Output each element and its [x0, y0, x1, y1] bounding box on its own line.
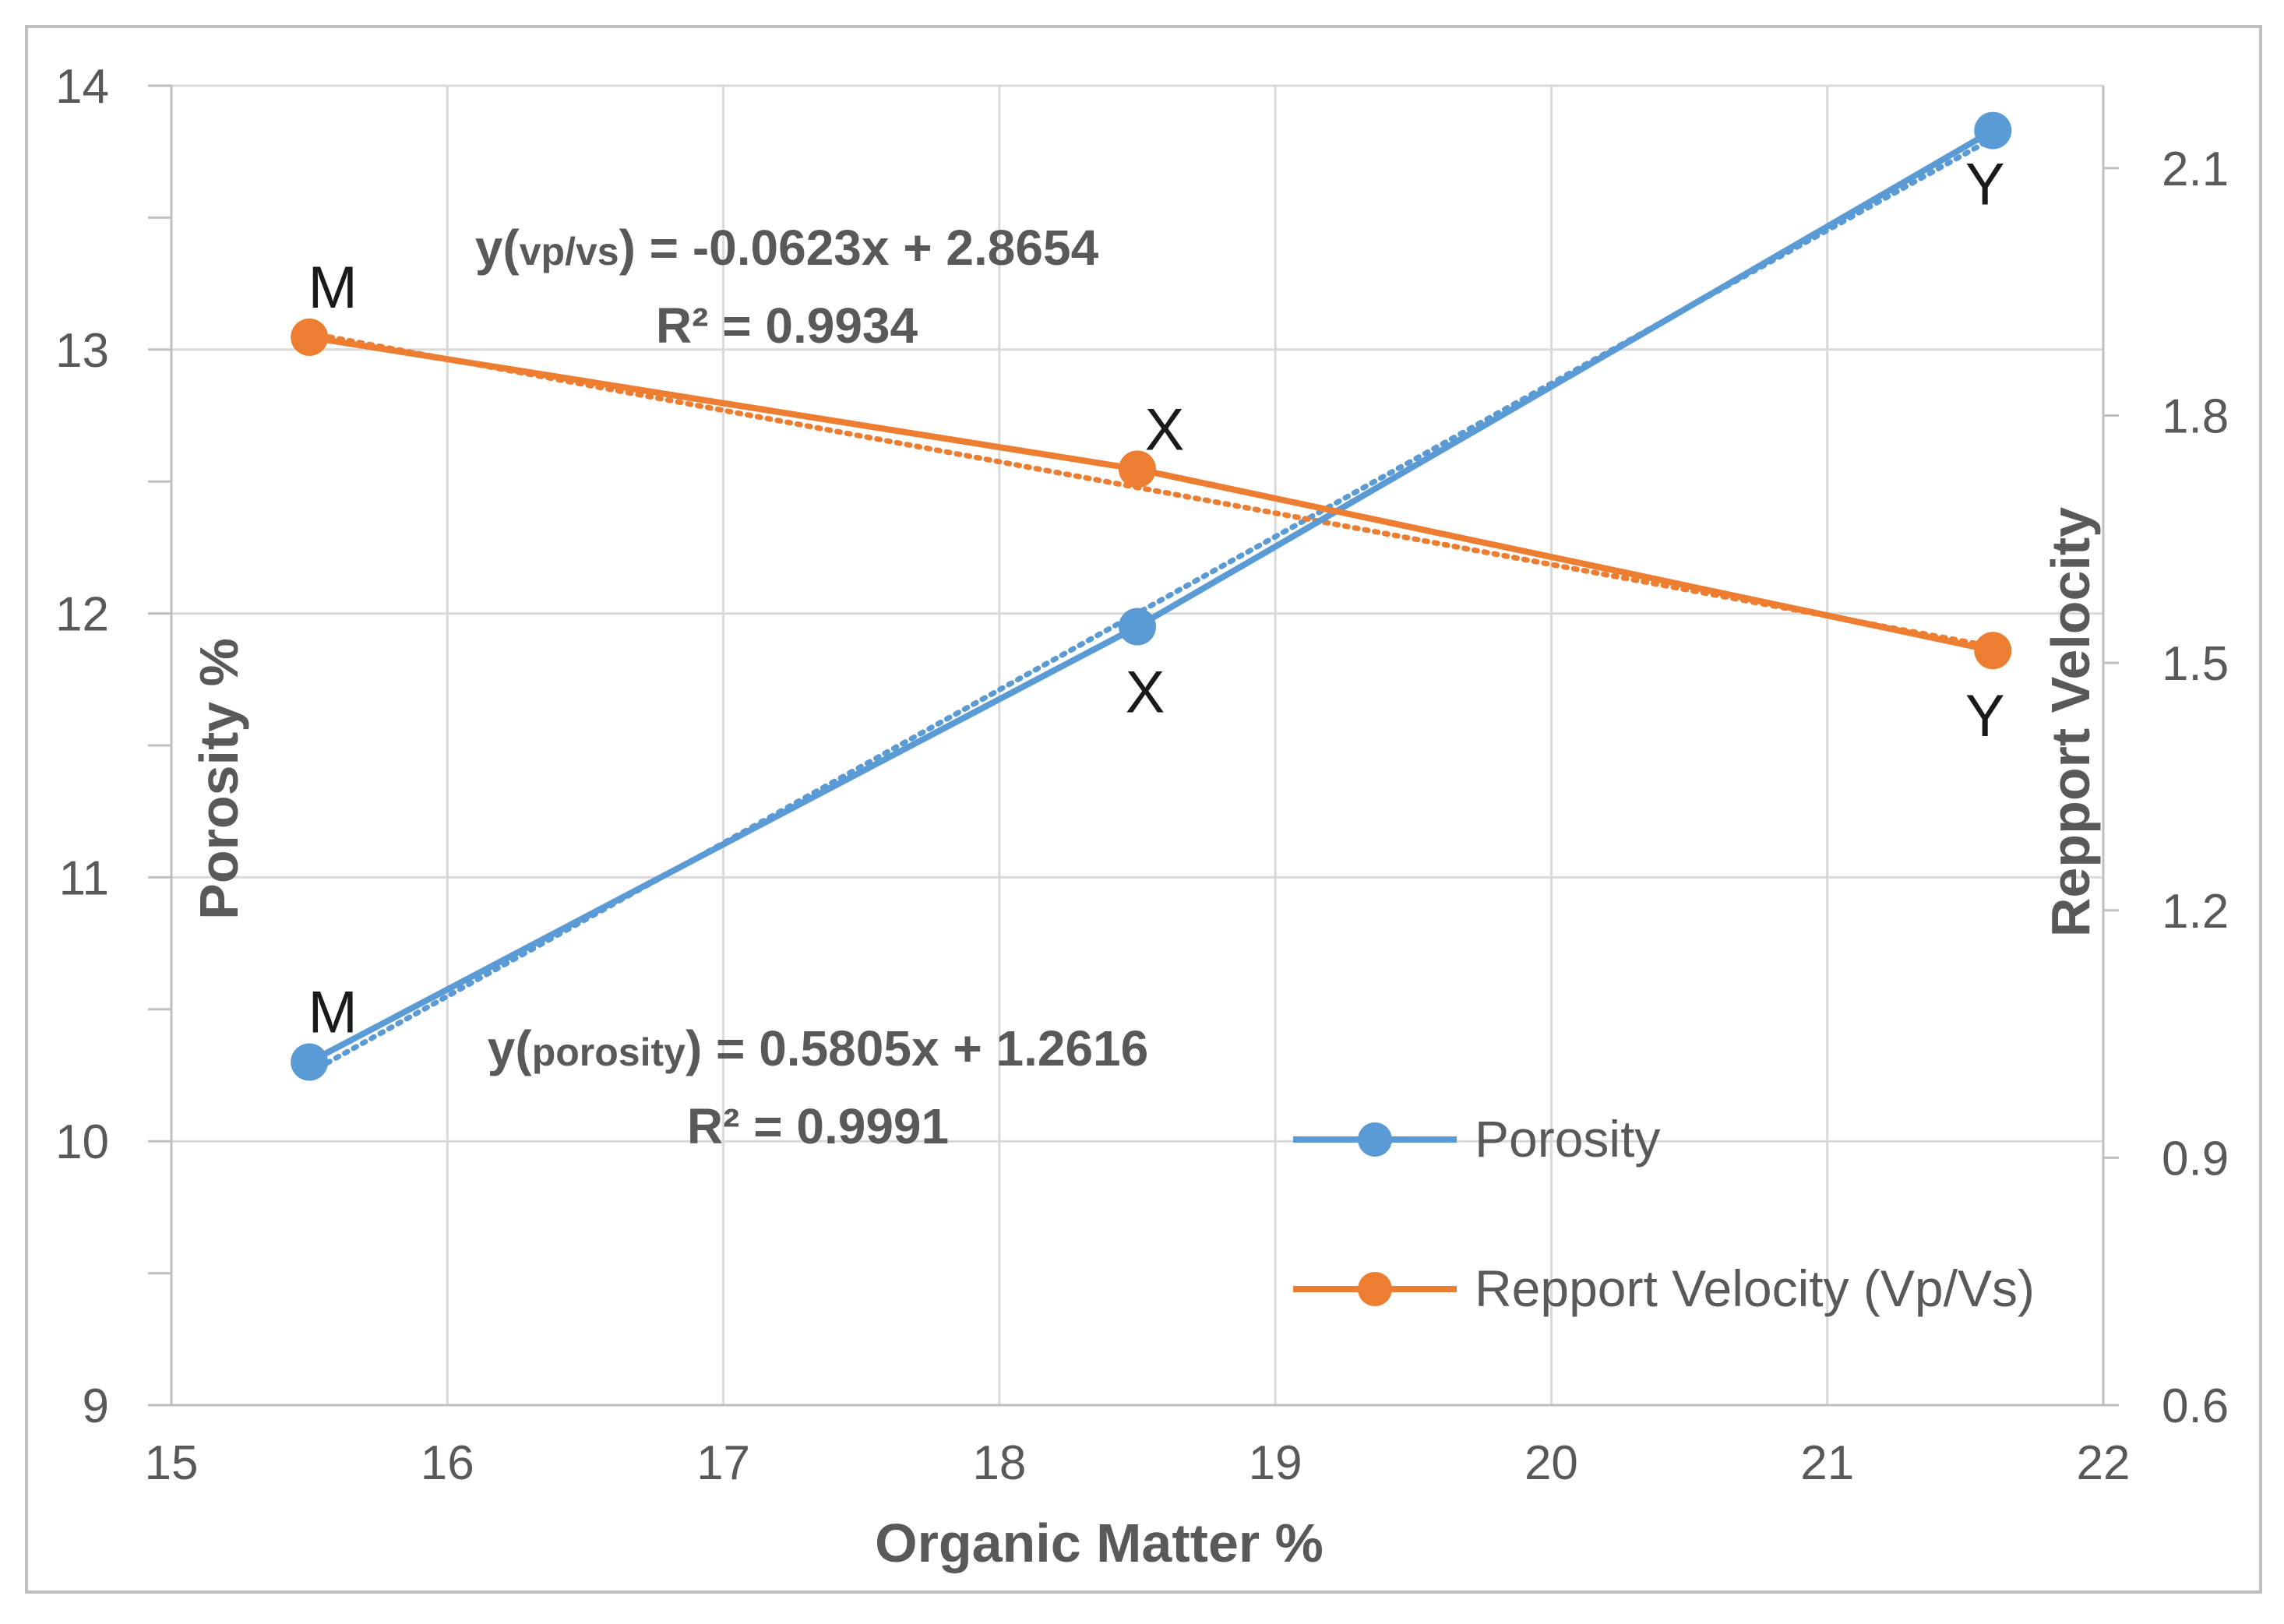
series: [291, 111, 2012, 1081]
legend-marker-vpvs: [1358, 1272, 1392, 1306]
x-axis-title: Organic Matter %: [875, 1513, 1324, 1573]
x-tick-label: 18: [972, 1436, 1026, 1490]
y-tick-label: 13: [55, 324, 109, 378]
legend-marker-porosity: [1358, 1122, 1392, 1157]
data-point-porosity: [1974, 111, 2012, 150]
y2-axis-title: Repport Velocity: [2040, 507, 2101, 937]
equation-porosity-sub: porosity: [532, 1030, 686, 1074]
axes: 15 16 17 18 19 20 21 22 9 10 11 12 13 14 0.6 0.9 1.2 1.5 1…: [55, 60, 2229, 1490]
x-tick-label: 21: [1800, 1436, 1854, 1490]
r2-porosity: R² = 0.9991: [687, 1098, 949, 1154]
x-tick-label: 20: [1524, 1436, 1578, 1490]
y2-tick-label: 2.1: [2162, 143, 2229, 196]
data-point-vpvs: [1119, 450, 1156, 488]
gridlines: [170, 84, 2105, 1407]
data-point-vpvs: [291, 318, 329, 356]
point-label-vpvs: X: [1145, 396, 1185, 463]
x-tick-label: 16: [421, 1436, 474, 1490]
point-label-vpvs: Y: [1965, 683, 2005, 749]
data-point-porosity: [1119, 608, 1156, 646]
equation-vpvs-sub: vp/vs: [520, 230, 619, 273]
chart-border: [25, 25, 2262, 1594]
y2-tick-label: 1.5: [2162, 637, 2229, 691]
point-label-porosity: M: [308, 980, 357, 1046]
legend-item-porosity: Porosity: [1293, 1110, 1660, 1168]
x-tick-label: 22: [2077, 1436, 2131, 1490]
y-tick-label: 9: [83, 1379, 109, 1433]
equation-vpvs-prefix: y(: [475, 220, 520, 276]
y-tick-label: 11: [59, 851, 109, 905]
point-label-vpvs: M: [308, 255, 357, 321]
y2-tick-label: 0.9: [2162, 1132, 2229, 1185]
point-label-porosity: X: [1126, 660, 1165, 726]
r2-vpvs: R² = 0.9934: [656, 298, 918, 354]
point-label-porosity: Y: [1965, 152, 2005, 218]
equation-porosity: y(porosity) = 0.5805x + 1.2616: [488, 1020, 1148, 1076]
y-tick-label: 10: [55, 1115, 109, 1169]
equation-porosity-prefix: y(: [488, 1020, 533, 1076]
data-point-vpvs: [1974, 632, 2012, 670]
y-axis-title: Porosity %: [189, 638, 249, 920]
x-tick-label: 17: [696, 1436, 750, 1490]
legend-label-porosity: Porosity: [1475, 1110, 1660, 1168]
y-tick-label: 14: [55, 60, 109, 114]
legend-label-vpvs: Repport Velocity (Vp/Vs): [1475, 1259, 2035, 1317]
x-tick-label: 19: [1249, 1436, 1302, 1490]
trendline-equation-vpvs: y(vp/vs) = -0.0623x + 2.8654 R² = 0.9934: [475, 220, 1099, 354]
equation-vpvs: y(vp/vs) = -0.0623x + 2.8654: [475, 220, 1099, 276]
y2-tick-label: 1.2: [2162, 885, 2229, 939]
data-point-porosity: [291, 1043, 329, 1081]
x-tick-label: 15: [145, 1436, 199, 1490]
trendline-equation-porosity: y(porosity) = 0.5805x + 1.2616 R² = 0.99…: [488, 1020, 1148, 1154]
equation-porosity-suffix: ) = 0.5805x + 1.2616: [686, 1020, 1148, 1076]
legend: Porosity Repport Velocity (Vp/Vs): [1293, 1110, 2035, 1317]
trendline-vpvs: [306, 330, 1996, 650]
legend-item-vpvs: Repport Velocity (Vp/Vs): [1293, 1259, 2035, 1317]
y-tick-label: 12: [55, 588, 109, 642]
y2-tick-label: 1.8: [2162, 390, 2229, 444]
point-labels: M X Y M X Y: [308, 152, 2004, 1046]
y2-tick-label: 0.6: [2162, 1379, 2229, 1433]
equation-vpvs-suffix: ) = -0.0623x + 2.8654: [619, 220, 1099, 276]
